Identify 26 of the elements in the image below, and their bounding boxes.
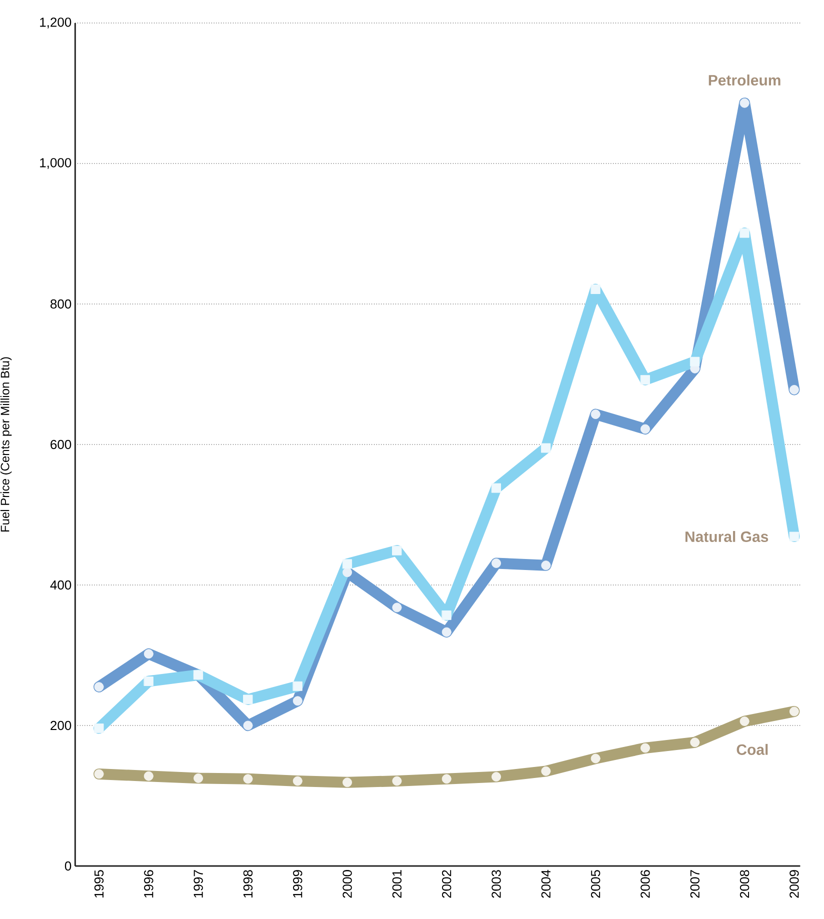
series-label: Coal — [736, 744, 768, 755]
y-tick-label: 200 — [50, 720, 72, 730]
x-tick-label: 2009 — [790, 870, 799, 898]
x-tick-label: 1998 — [243, 870, 253, 898]
x-tick-label: 2002 — [442, 870, 452, 898]
x-tick-label: 1999 — [293, 870, 302, 898]
x-tick-label: 1996 — [144, 870, 154, 898]
x-tick-label: 1995 — [94, 870, 104, 898]
x-tick-label: 2001 — [392, 870, 402, 898]
y-tick-label: 400 — [50, 580, 72, 590]
x-tick-label: 2000 — [342, 870, 352, 898]
x-tick-label: 2004 — [541, 870, 551, 898]
y-tick-label: 0 — [64, 861, 72, 871]
x-tick-label: 2005 — [590, 870, 600, 898]
y-tick-label: 1,200 — [40, 18, 72, 28]
x-tick-label: 2006 — [640, 870, 650, 898]
x-tick-label: 2007 — [690, 870, 700, 898]
y-tick-label: 1,000 — [40, 158, 72, 169]
x-tick-label: 2003 — [492, 870, 501, 898]
x-tick-label: 2008 — [740, 870, 750, 898]
x-tick-label: 1997 — [194, 870, 203, 898]
y-tick-label: 800 — [50, 299, 72, 309]
series-label: Petroleum — [708, 74, 780, 86]
y-tick-label: 600 — [50, 440, 72, 450]
series-label: Natural Gas — [685, 531, 768, 542]
y-axis-title: Fuel Price (Cents per Million Btu) — [0, 357, 12, 532]
